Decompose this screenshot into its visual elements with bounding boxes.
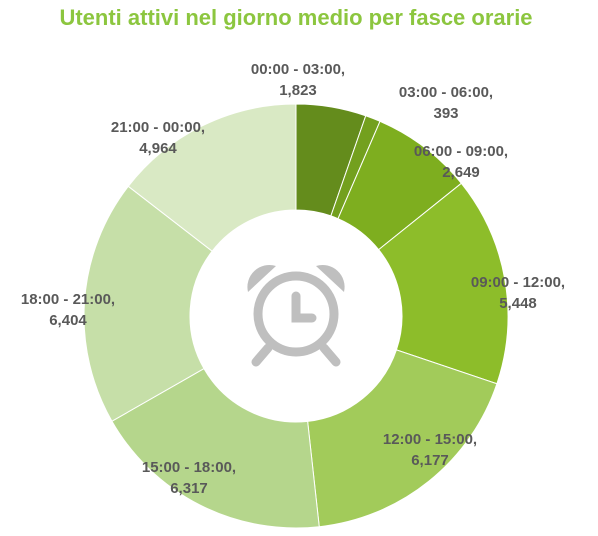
value-label: 6,404 (49, 312, 87, 329)
category-label: 12:00 - 15:00, (383, 431, 477, 448)
value-label: 4,964 (139, 140, 177, 157)
donut-slice (377, 182, 509, 385)
value-label: 393 (433, 105, 458, 122)
clock-icon (247, 264, 345, 367)
donut-slice (111, 367, 320, 529)
value-label: 2,649 (442, 164, 480, 181)
category-label: 06:00 - 09:00, (414, 143, 508, 160)
donut-slice (127, 103, 297, 252)
category-label: 18:00 - 21:00, (21, 291, 115, 308)
category-label: 03:00 - 06:00, (399, 84, 493, 101)
category-label: 00:00 - 03:00, (251, 61, 345, 78)
labels: 00:00 - 03:00, 1,823 03:00 - 06:00, 393 06:0… (21, 61, 565, 497)
value-label: 6,317 (170, 480, 208, 497)
value-label: 6,177 (411, 452, 449, 469)
donut-slice (307, 349, 498, 528)
category-label: 15:00 - 18:00, (142, 459, 236, 476)
value-label: 1,823 (279, 82, 317, 99)
slices (83, 103, 509, 529)
category-label: 09:00 - 12:00, (471, 274, 565, 291)
value-label: 5,448 (499, 295, 537, 312)
chart-title: Utenti attivi nel giorno medio per fasce… (59, 5, 532, 30)
donut-slice (83, 185, 213, 422)
category-label: 21:00 - 00:00, (111, 119, 205, 136)
